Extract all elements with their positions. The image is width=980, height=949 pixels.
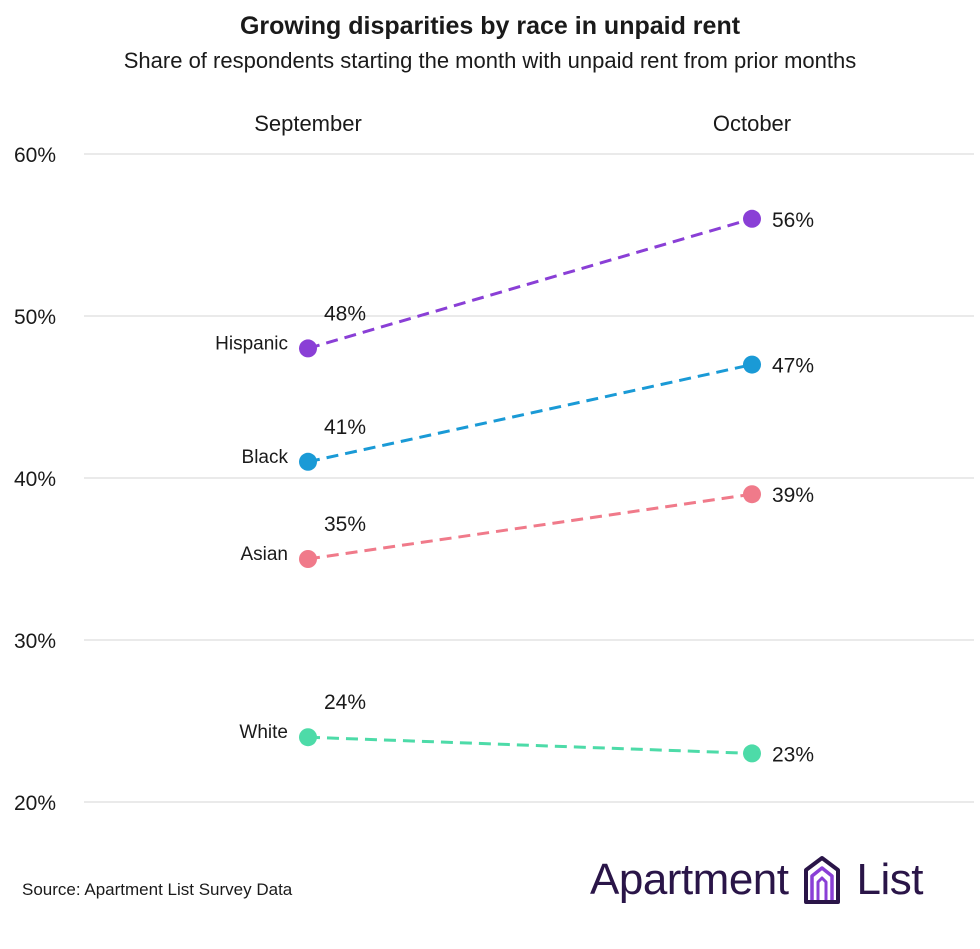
data-point bbox=[743, 485, 761, 504]
data-point bbox=[743, 209, 761, 228]
data-label: 56% bbox=[772, 209, 814, 232]
chart-plot: 20% 30% 40% 50% 60% September October Hispanic 4… bbox=[14, 111, 974, 815]
chart-subtitle: Share of respondents starting the month … bbox=[123, 48, 857, 73]
series-line bbox=[307, 492, 753, 561]
data-label: 41% bbox=[324, 416, 366, 439]
logo-text-left: Apartment bbox=[590, 855, 789, 904]
source-note: Source: Apartment List Survey Data bbox=[22, 880, 293, 899]
data-point bbox=[299, 339, 317, 358]
data-label: 23% bbox=[772, 743, 814, 766]
data-label: 47% bbox=[772, 355, 814, 378]
logo-text-right: List bbox=[856, 855, 923, 904]
y-tick-label: 40% bbox=[14, 468, 56, 491]
data-point bbox=[299, 452, 317, 471]
data-point bbox=[299, 550, 317, 568]
data-point bbox=[743, 355, 761, 374]
y-tick-label: 30% bbox=[14, 630, 56, 653]
chart-title: Growing disparities by race in unpaid re… bbox=[239, 12, 741, 40]
y-tick-label: 60% bbox=[14, 144, 56, 167]
data-label: 48% bbox=[324, 302, 366, 325]
series-label: Black bbox=[242, 447, 289, 468]
data-label: 35% bbox=[324, 513, 366, 536]
y-tick-label: 50% bbox=[14, 306, 56, 329]
period-label: October bbox=[713, 111, 791, 136]
series-label: Hispanic bbox=[215, 333, 288, 354]
data-label: 24% bbox=[324, 691, 366, 714]
data-point bbox=[299, 728, 317, 747]
series-label: Asian bbox=[240, 544, 288, 565]
series-line bbox=[307, 217, 753, 350]
series-line bbox=[307, 735, 753, 755]
series-line bbox=[307, 363, 753, 464]
apartment-list-building-icon bbox=[804, 856, 841, 904]
data-point bbox=[743, 744, 761, 763]
period-label: September bbox=[254, 111, 362, 136]
apartment-list-logo: Apartment List bbox=[590, 852, 923, 908]
data-label: 39% bbox=[772, 484, 814, 507]
series-label: White bbox=[239, 722, 288, 743]
y-tick-label: 20% bbox=[14, 792, 56, 815]
